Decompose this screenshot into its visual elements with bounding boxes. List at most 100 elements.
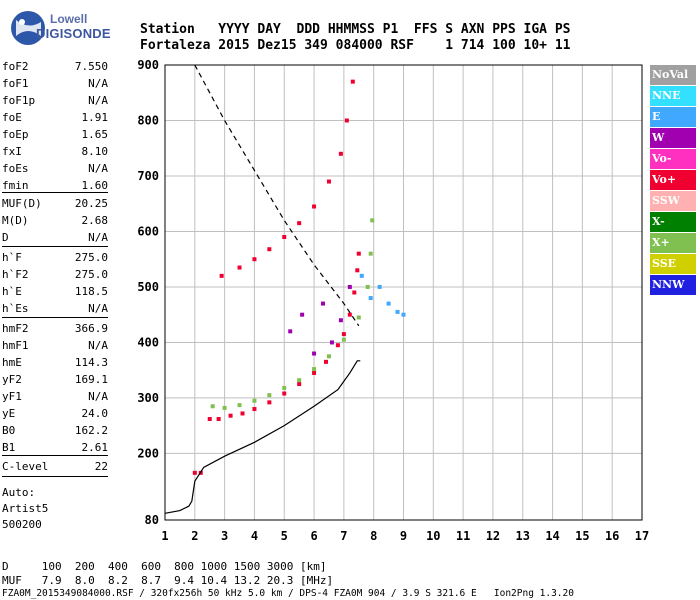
data-point bbox=[386, 301, 391, 306]
data-point bbox=[252, 407, 257, 412]
data-point bbox=[344, 118, 349, 123]
x-tick-label: 17 bbox=[635, 529, 649, 543]
data-point bbox=[222, 405, 227, 410]
autoscale-artist: Artist5 bbox=[2, 502, 49, 515]
legend-item-ssw: SSW bbox=[650, 191, 696, 211]
data-point bbox=[282, 391, 287, 396]
param-yF1: yF1 N/A bbox=[2, 390, 108, 403]
param-foE: foE 1.91 bbox=[2, 111, 108, 124]
param-B0: B0 162.2 bbox=[2, 424, 108, 437]
legend-item-vo-plus: Vo+ bbox=[650, 170, 696, 190]
x-tick-label: 7 bbox=[340, 529, 347, 543]
data-point bbox=[338, 318, 343, 323]
x-tick-label: 6 bbox=[310, 529, 317, 543]
data-point bbox=[352, 290, 357, 295]
y-tick-label: 300 bbox=[137, 391, 159, 405]
data-point bbox=[359, 273, 364, 278]
data-point bbox=[338, 151, 343, 156]
data-point bbox=[350, 79, 355, 84]
legend-item-w: W bbox=[650, 128, 696, 148]
data-point bbox=[312, 351, 317, 356]
param-hEs: h`Es N/A bbox=[2, 302, 108, 315]
param-foEs: foEs N/A bbox=[2, 162, 108, 175]
data-point bbox=[312, 204, 317, 209]
y-tick-label: 400 bbox=[137, 335, 159, 349]
data-point bbox=[297, 221, 302, 226]
data-point bbox=[326, 179, 331, 184]
data-point bbox=[368, 251, 373, 256]
data-point bbox=[297, 378, 302, 383]
param-D: D N/A bbox=[2, 231, 108, 244]
x-tick-label: 8 bbox=[370, 529, 377, 543]
chart-frame bbox=[164, 64, 643, 521]
data-point bbox=[267, 393, 272, 398]
data-point bbox=[207, 417, 212, 422]
data-point bbox=[237, 403, 242, 408]
chart-series bbox=[164, 64, 406, 514]
legend-item-x-plus: X+ bbox=[650, 233, 696, 253]
legend-item-sse: SSE bbox=[650, 254, 696, 274]
param-separator bbox=[2, 246, 108, 247]
series-3 bbox=[288, 284, 352, 356]
chart-y-ticks: 80 200 300 400 500 600 700 800 900 bbox=[137, 58, 159, 527]
param-MUF-D: MUF(D) 20.25 bbox=[2, 197, 108, 210]
bottom-file-info: FZA0M_2015349084000.RSF / 320fx256h 50 k… bbox=[2, 588, 574, 599]
data-point bbox=[335, 343, 340, 348]
data-point bbox=[356, 251, 361, 256]
logo-globe-icon bbox=[11, 11, 45, 45]
header-row-labels: Station YYYY DAY DDD HHMMSS P1 FFS S AXN… bbox=[140, 22, 571, 37]
series-2 bbox=[219, 79, 355, 278]
data-point bbox=[326, 354, 331, 359]
bottom-distance-row: D 100 200 400 600 800 1000 1500 3000 [km… bbox=[2, 560, 327, 573]
legend-item-vo-minus: Vo- bbox=[650, 149, 696, 169]
logo-text-lowell: Lowell bbox=[50, 12, 88, 26]
y-tick-label: 200 bbox=[137, 446, 159, 460]
data-point bbox=[395, 309, 400, 314]
data-point bbox=[282, 385, 287, 390]
x-tick-label: 2 bbox=[191, 529, 198, 543]
param-hmF2: hmF2 366.9 bbox=[2, 322, 108, 335]
series-line bbox=[194, 64, 360, 327]
data-point bbox=[377, 284, 382, 289]
y-tick-label: 600 bbox=[137, 224, 159, 238]
param-hF: h`F 275.0 bbox=[2, 251, 108, 264]
x-tick-label: 9 bbox=[400, 529, 407, 543]
data-point bbox=[356, 315, 361, 320]
data-point bbox=[288, 329, 293, 334]
param-separator bbox=[2, 317, 108, 318]
data-point bbox=[297, 382, 302, 387]
series-line bbox=[164, 360, 361, 514]
data-point bbox=[347, 284, 352, 289]
param-B1: B1 2.61 bbox=[2, 441, 108, 454]
param-hmE: hmE 114.3 bbox=[2, 356, 108, 369]
data-point bbox=[267, 247, 272, 252]
legend-item-noval: NoVal bbox=[650, 65, 696, 85]
logo-text-digisonde: DIGISONDE bbox=[36, 26, 111, 41]
series-6 bbox=[194, 64, 360, 327]
header-row-values: Fortaleza 2015 Dez15 349 084000 RSF 1 71… bbox=[140, 38, 571, 53]
series-1 bbox=[210, 218, 375, 410]
autoscale-code: 500200 bbox=[2, 518, 42, 531]
chart-x-ticks: 1 2 3 4 5 6 7 8 9 10 11 12 13 14 15 16 17 bbox=[161, 529, 649, 543]
data-point bbox=[240, 411, 245, 416]
data-point bbox=[267, 400, 272, 405]
param-fxI: fxI 8.10 bbox=[2, 145, 108, 158]
data-point bbox=[282, 235, 287, 240]
series-5 bbox=[164, 360, 361, 514]
param-foF1p: foF1p N/A bbox=[2, 94, 108, 107]
data-point bbox=[219, 273, 224, 278]
param-hF2: h`F2 275.0 bbox=[2, 268, 108, 281]
data-point bbox=[312, 370, 317, 375]
param-foF2: foF2 7.550 bbox=[2, 60, 108, 73]
data-point bbox=[341, 337, 346, 342]
param-yF2: yF2 169.1 bbox=[2, 373, 108, 386]
data-point bbox=[355, 268, 360, 273]
param-separator bbox=[2, 455, 108, 456]
param-yE: yE 24.0 bbox=[2, 407, 108, 420]
data-point bbox=[252, 257, 257, 262]
digisonde-logo: Lowell DIGISONDE bbox=[8, 8, 128, 48]
series-0 bbox=[192, 251, 361, 475]
y-tick-label: 700 bbox=[137, 169, 159, 183]
data-point bbox=[341, 332, 346, 337]
